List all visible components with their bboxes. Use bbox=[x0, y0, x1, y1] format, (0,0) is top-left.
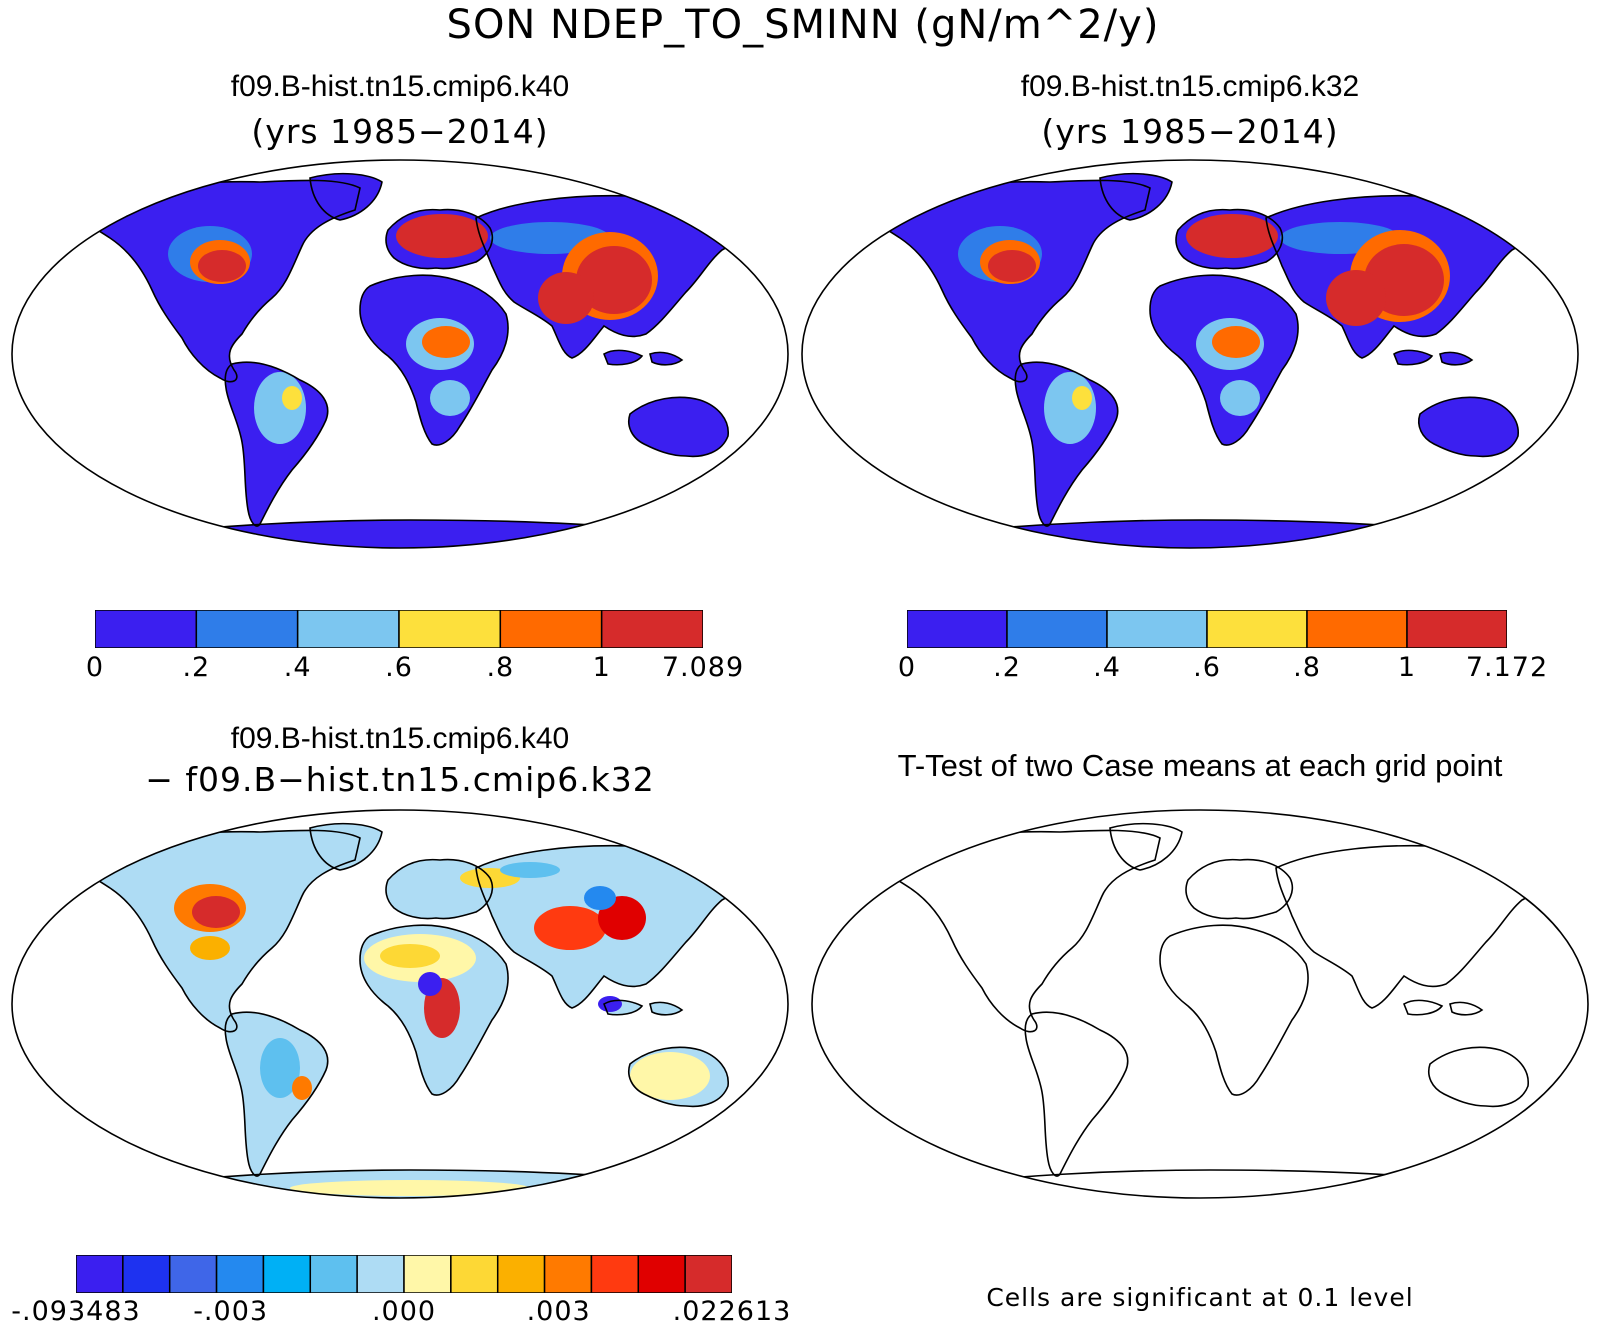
panel-subtitle-difference: − f09.B−hist.tn15.cmip6.k32 bbox=[145, 760, 655, 799]
colorbar-swatch bbox=[309, 1255, 358, 1293]
colorbar-tick-label: 7.089 bbox=[661, 652, 745, 683]
panel-title-case2: f09.B-hist.tn15.cmip6.k32 bbox=[1020, 70, 1360, 103]
figure-title: SON NDEP_TO_SMINN (gN/m^2/y) bbox=[446, 2, 1160, 48]
colorbar-tick-label: .4 bbox=[283, 652, 312, 683]
map-case2 bbox=[801, 159, 1579, 549]
colorbar-tick-label: .6 bbox=[1193, 652, 1221, 683]
colorbar-swatch bbox=[403, 1255, 452, 1293]
map-difference bbox=[11, 809, 789, 1199]
colorbar-swatch bbox=[215, 1255, 265, 1293]
panel-subtitle-case1: (yrs 1985−2014) bbox=[251, 112, 549, 151]
colorbar-difference-labels: -.093483 -.003 .000 .003 .022613 bbox=[0, 1296, 800, 1332]
colorbar-tick-label: 0 bbox=[85, 652, 105, 683]
colorbar-case2-labels: 0 .2 .4 .6 .8 1 7.172 bbox=[872, 652, 1572, 688]
colorbar-tick-label: .022613 bbox=[672, 1296, 792, 1327]
colorbar-swatch bbox=[590, 1255, 640, 1293]
colorbar-tick-label: 1 bbox=[592, 652, 611, 683]
colorbar-case2 bbox=[907, 610, 1507, 648]
colorbar-swatch bbox=[1406, 610, 1507, 648]
colorbar-tick-label: 7.172 bbox=[1465, 652, 1549, 683]
ttest-footnote: Cells are significant at 0.1 level bbox=[986, 1283, 1414, 1312]
colorbar-swatch bbox=[1206, 610, 1308, 648]
colorbar-tick-label: .6 bbox=[385, 652, 413, 683]
colorbar-tick-label: .8 bbox=[486, 652, 515, 683]
colorbar-swatch bbox=[450, 1255, 499, 1293]
colorbar-swatch bbox=[398, 610, 502, 648]
colorbar-tick-label: .4 bbox=[1093, 652, 1121, 683]
colorbar-swatch bbox=[907, 610, 1008, 648]
colorbar-case1-labels: 0 .2 .4 .6 .8 1 7.089 bbox=[60, 652, 760, 688]
colorbar-case1 bbox=[95, 610, 703, 648]
panel-title-case1: f09.B-hist.tn15.cmip6.k40 bbox=[230, 70, 570, 103]
colorbar-tick-label: .2 bbox=[182, 652, 211, 683]
colorbar-swatch bbox=[496, 1255, 546, 1293]
panel-title-ttest: T-Test of two Case means at each grid po… bbox=[897, 748, 1503, 783]
map-ttest bbox=[811, 809, 1589, 1199]
colorbar-swatch bbox=[262, 1255, 312, 1293]
colorbar-swatch bbox=[637, 1255, 686, 1293]
colorbar-swatch bbox=[543, 1255, 593, 1293]
colorbar-tick-label: -.003 bbox=[193, 1296, 269, 1327]
colorbar-tick-label: .003 bbox=[526, 1296, 591, 1327]
field-patches bbox=[958, 214, 1450, 444]
colorbar-swatch bbox=[168, 1255, 218, 1293]
colorbar-swatch bbox=[195, 610, 299, 648]
colorbar-swatch bbox=[1106, 610, 1208, 648]
field-patches bbox=[174, 862, 710, 1196]
colorbar-swatch bbox=[1306, 610, 1408, 648]
colorbar-swatch bbox=[296, 610, 400, 648]
colorbar-swatch bbox=[1006, 610, 1108, 648]
colorbar-swatch bbox=[76, 1255, 124, 1293]
colorbar-swatch bbox=[122, 1255, 171, 1293]
colorbar-tick-label: -.093483 bbox=[11, 1296, 141, 1327]
colorbar-tick-label: .000 bbox=[371, 1296, 437, 1327]
colorbar-tick-label: .2 bbox=[993, 652, 1021, 683]
colorbar-tick-label: .8 bbox=[1293, 652, 1321, 683]
colorbar-difference bbox=[76, 1255, 732, 1293]
panel-subtitle-case2: (yrs 1985−2014) bbox=[1041, 112, 1339, 151]
panel-title-difference: f09.B-hist.tn15.cmip6.k40 bbox=[230, 722, 570, 755]
colorbar-swatch bbox=[600, 610, 703, 648]
colorbar-swatch bbox=[684, 1255, 732, 1293]
field-patches bbox=[168, 214, 658, 444]
colorbar-tick-label: 0 bbox=[897, 652, 917, 683]
colorbar-swatch bbox=[499, 610, 603, 648]
colorbar-swatch bbox=[356, 1255, 405, 1293]
colorbar-swatch bbox=[95, 610, 198, 648]
map-case1 bbox=[11, 159, 789, 549]
colorbar-tick-label: 1 bbox=[1397, 652, 1417, 683]
